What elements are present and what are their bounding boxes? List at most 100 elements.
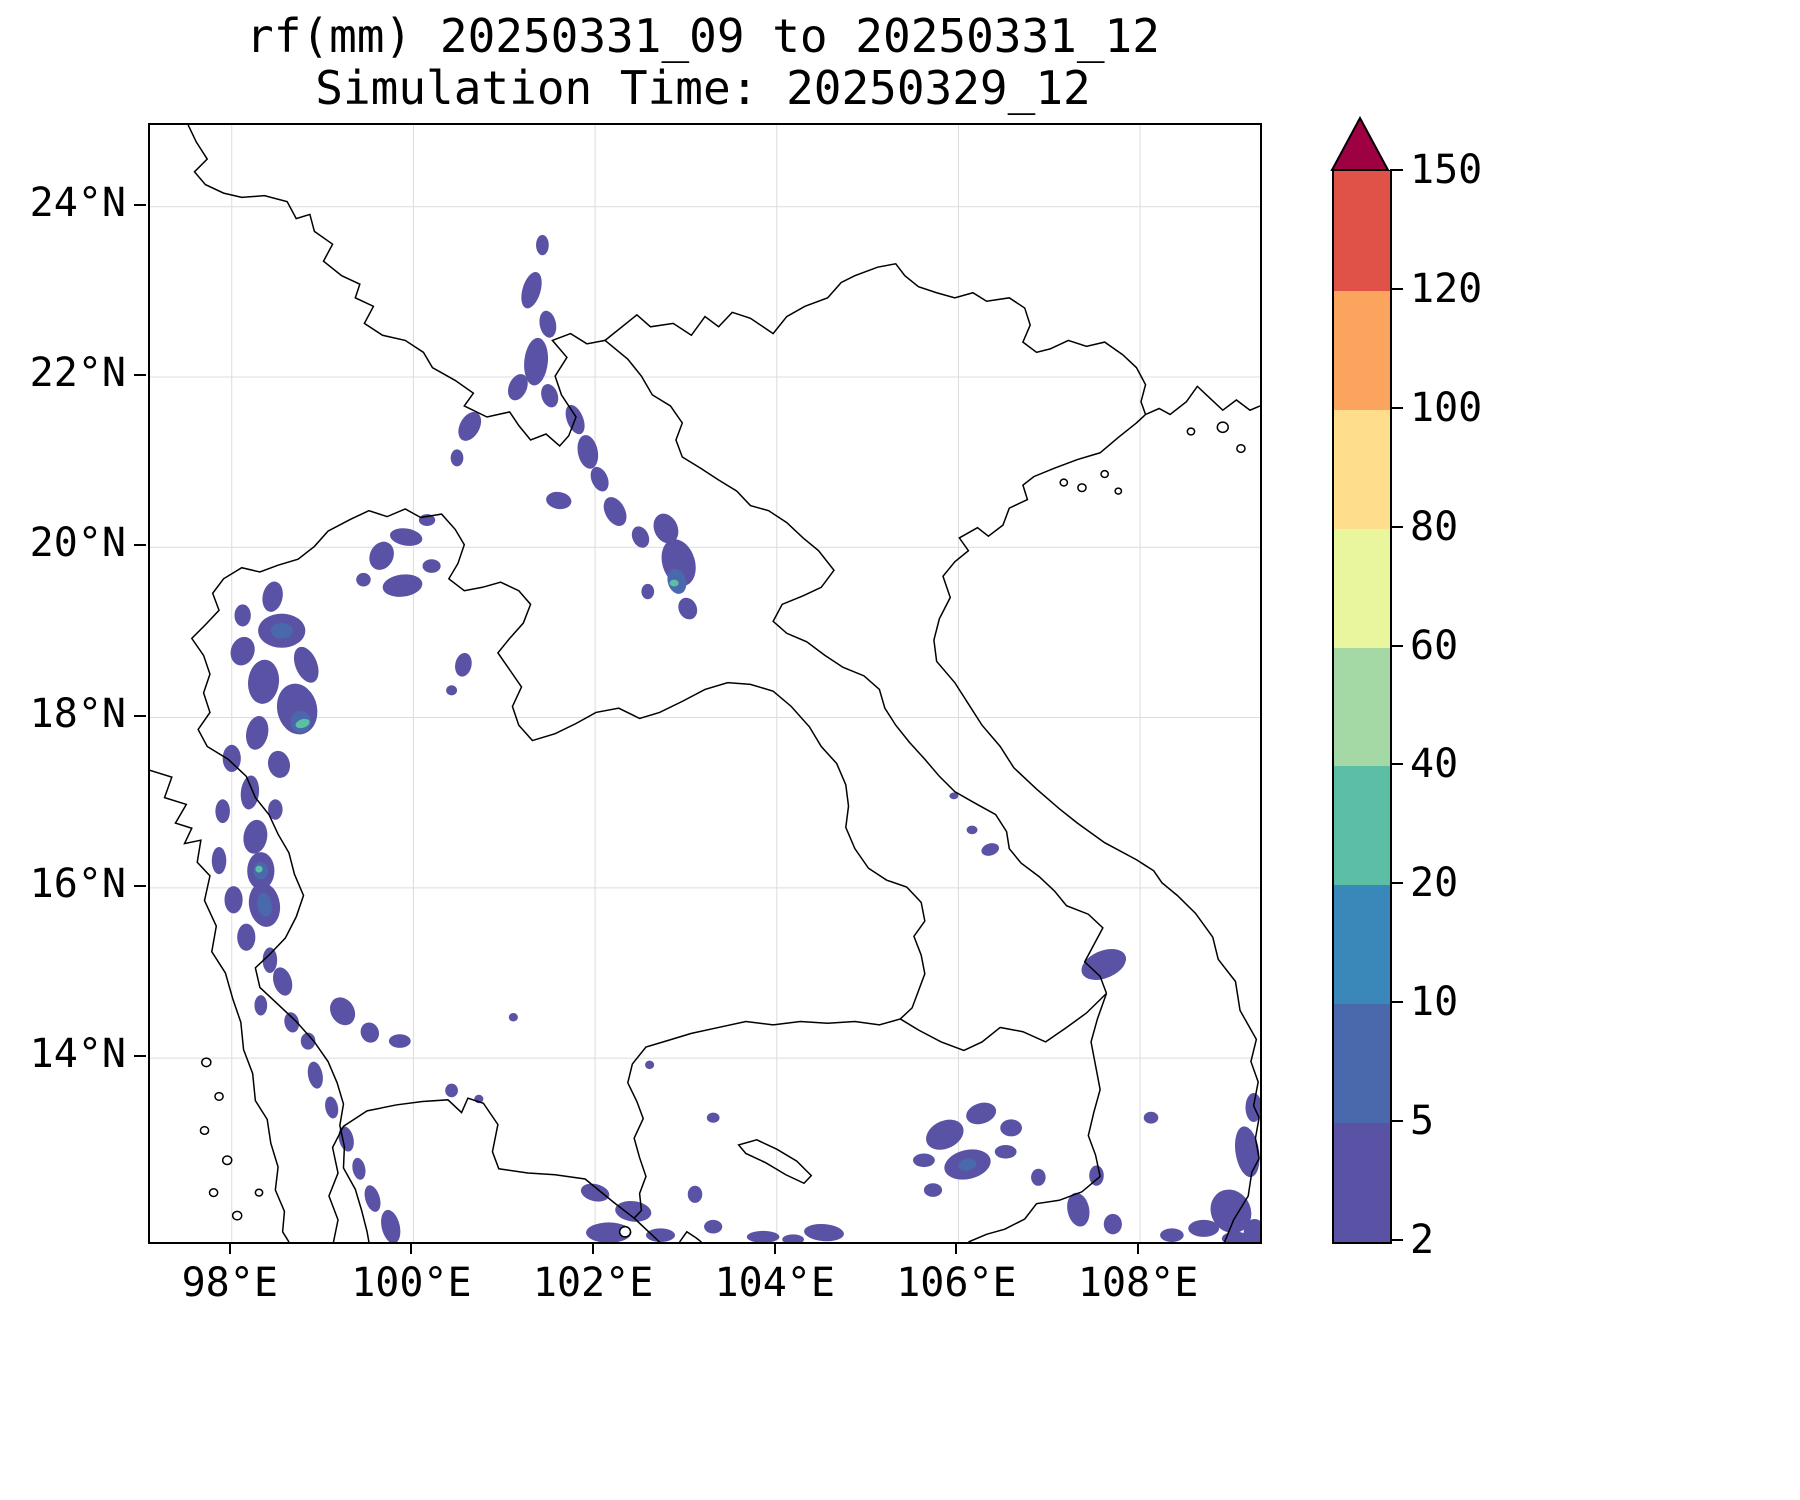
coastline-gulf-of-thailand (329, 1098, 660, 1242)
x-tick-mark (955, 1242, 958, 1254)
rain-cell (270, 623, 293, 639)
rain-cell (704, 1219, 723, 1234)
x-tick-label: 102°E (532, 1260, 654, 1306)
rain-cell (508, 374, 528, 401)
rain-cell (307, 1061, 323, 1089)
rain-cell (1234, 1126, 1260, 1178)
cbar-tick-label: 40 (1410, 741, 1459, 788)
rain-cell (364, 1185, 381, 1212)
rain-cell (230, 636, 255, 666)
rain-cell (240, 775, 260, 810)
x-tick-mark (410, 1242, 413, 1254)
rain-cell (678, 597, 698, 620)
colorbar-segment (1334, 1122, 1390, 1242)
rain-cell (1103, 1213, 1122, 1235)
border-thailand-laos-cambodia (421, 514, 925, 1218)
x-tick-mark (592, 1242, 595, 1254)
cbar-tick-mark (1390, 763, 1403, 766)
rain-cell (641, 583, 655, 600)
x-tick-label: 100°E (351, 1260, 472, 1306)
rain-cell (243, 819, 268, 854)
island (1217, 422, 1228, 432)
plot-subtitle: Simulation Time: 20250329_12 (315, 61, 1091, 115)
rain-cell (586, 1222, 632, 1242)
rain-cell (356, 572, 371, 587)
y-tick-mark (134, 544, 146, 547)
rain-cell (926, 1119, 964, 1150)
rain-cell (248, 659, 280, 704)
border-laos-vietnam (605, 340, 1106, 993)
x-tick-label: 104°E (714, 1260, 835, 1306)
y-tick-label: 14°N (29, 1031, 126, 1078)
cbar-tick-label: 150 (1410, 147, 1483, 193)
island (223, 1156, 232, 1165)
rain-cell (590, 466, 609, 492)
island (1101, 471, 1108, 478)
cbar-tick-mark (1390, 406, 1403, 409)
tonle-sap-lake (739, 1140, 812, 1183)
rain-cell (577, 435, 599, 469)
country-borders (150, 125, 1260, 1242)
rain-cell (1221, 1231, 1250, 1242)
cbar-tick-label: 20 (1410, 860, 1459, 907)
cbar-tick-label: 2 (1410, 1217, 1435, 1263)
rain-cell (450, 449, 464, 467)
rain-cell (369, 541, 394, 570)
x-tick-mark (1137, 1242, 1140, 1254)
rain-cell (455, 652, 472, 677)
cbar-tick-mark (1390, 644, 1403, 647)
y-tick-label: 22°N (29, 350, 126, 396)
rain-cell (388, 1034, 411, 1048)
rain-cell (222, 744, 241, 773)
island (200, 1127, 208, 1135)
plot-title: rf(mm) 20250331_09 to 20250331_12 (246, 9, 1160, 63)
rain-cell (913, 1153, 935, 1168)
rain-cell (746, 1230, 780, 1242)
rain-cell (211, 846, 227, 875)
rain-cell (295, 718, 310, 729)
rain-cell (546, 491, 572, 510)
rain-cell (536, 234, 549, 256)
island (1060, 479, 1067, 486)
rain-cell (669, 579, 679, 587)
island (1187, 428, 1194, 435)
rain-cell (645, 1060, 655, 1070)
y-tick-mark (134, 1055, 146, 1058)
y-tick-label: 20°N (29, 520, 126, 567)
rain-cell (325, 1096, 339, 1119)
rain-cell (262, 581, 283, 612)
rain-cell (338, 1126, 354, 1152)
rain-cell (521, 271, 542, 309)
y-tick-mark (134, 374, 146, 376)
x-tick-label: 108°E (1077, 1260, 1199, 1306)
rain-cell (272, 967, 293, 996)
rain-cell (1210, 1189, 1252, 1234)
cbar-tick-label: 5 (1410, 1098, 1435, 1145)
x-tick-mark (773, 1242, 776, 1254)
rain-cell (782, 1234, 805, 1242)
cbar-tick-mark (1390, 287, 1403, 290)
cbar-tick-mark (1390, 1001, 1403, 1004)
rain-cell (508, 1012, 518, 1022)
y-tick-label: 24°N (29, 179, 126, 226)
rain-cell (524, 337, 549, 386)
rain-cell (706, 1112, 720, 1123)
rain-cell (1143, 1111, 1159, 1124)
rain-cell (981, 843, 1000, 856)
rain-cell (541, 384, 559, 408)
rain-cell (422, 559, 441, 573)
y-tick-mark (134, 203, 146, 206)
rain-cell (687, 1185, 703, 1203)
rain-cell (804, 1223, 844, 1242)
rain-cell (539, 310, 557, 338)
rain-cell (966, 825, 978, 835)
rain-cell (603, 497, 627, 526)
rain-cell (245, 716, 269, 750)
cbar-tick-mark (1390, 525, 1403, 528)
cbar-tick-mark (1390, 1239, 1403, 1241)
x-tick-mark (228, 1242, 231, 1254)
rain-cell (1089, 1165, 1104, 1186)
rain-cell (215, 799, 230, 824)
colorbar-segment (1334, 1003, 1390, 1124)
